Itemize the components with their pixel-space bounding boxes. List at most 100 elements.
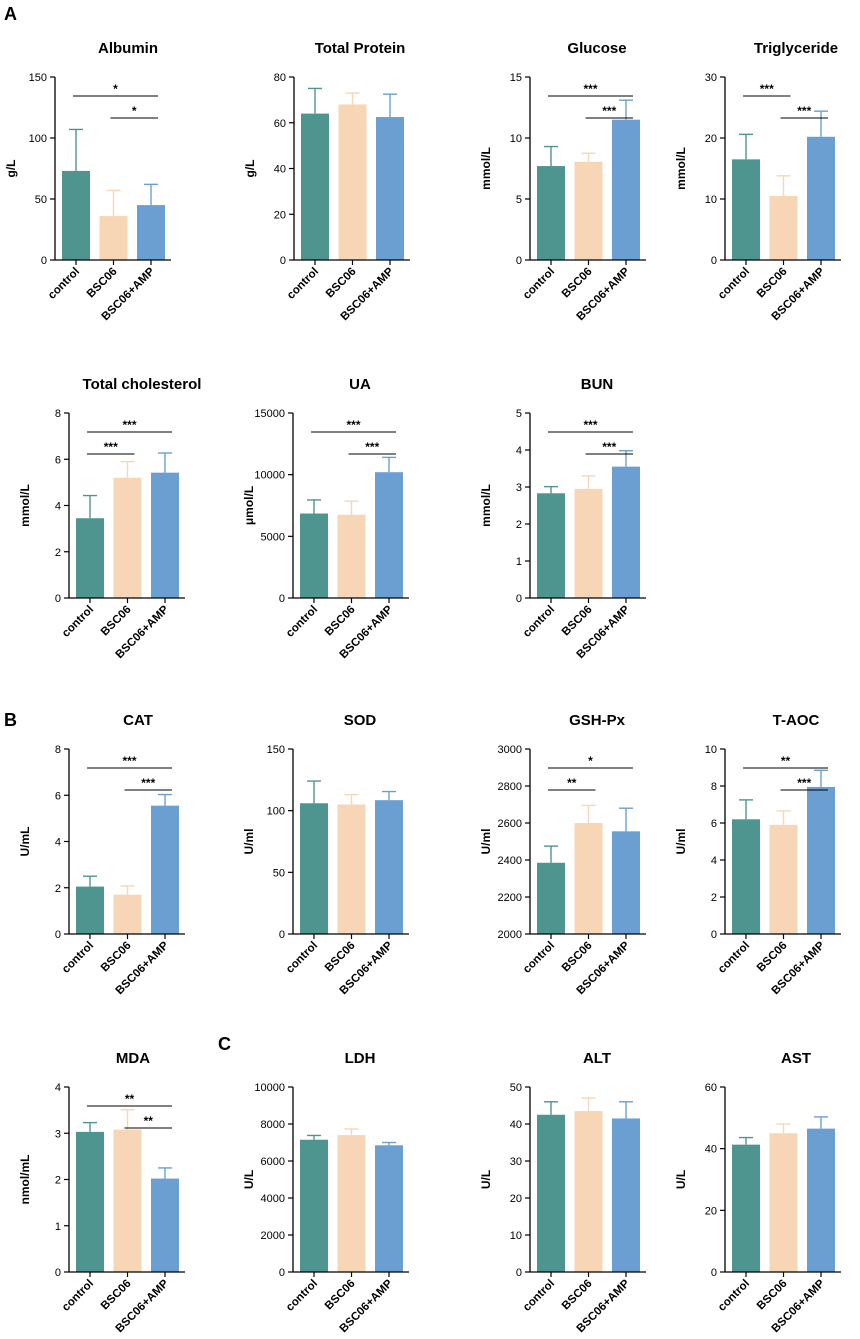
y-tick-label: 50 [273, 867, 285, 879]
bar-bsc06 [574, 488, 603, 598]
y-tick-label: 0 [279, 929, 285, 941]
significance-label: *** [122, 754, 136, 768]
x-tick-label: control [716, 1278, 752, 1314]
y-axis-label: U/ml [479, 828, 493, 854]
x-tick-label: control [284, 1278, 320, 1314]
y-tick-label: 3 [516, 482, 522, 494]
chart-title: CAT [123, 712, 153, 729]
y-tick-label: 2 [711, 892, 717, 904]
y-tick-label: 2600 [498, 818, 522, 830]
y-tick-label: 0 [711, 255, 717, 267]
bar-bsc06+amp [807, 1128, 835, 1272]
y-tick-label: 2 [55, 1175, 61, 1187]
x-tick-label: control [716, 266, 752, 302]
x-tick-label: control [60, 1278, 96, 1314]
x-tick-label: BSC06 [323, 604, 358, 639]
chart-title: LDH [345, 1050, 376, 1067]
y-axis-label: U/L [242, 1170, 256, 1189]
y-tick-label: 0 [280, 255, 286, 267]
bar-bsc06+amp [807, 136, 835, 260]
y-tick-label: 0 [516, 255, 522, 267]
significance-label: *** [797, 104, 811, 118]
significance-label: * [588, 754, 593, 768]
y-tick-label: 4 [516, 445, 522, 457]
x-tick-label: control [46, 266, 82, 302]
chart-title: MDA [116, 1050, 150, 1067]
bar-control [537, 493, 565, 598]
bar-control [301, 113, 329, 260]
y-tick-label: 10000 [254, 1082, 285, 1094]
y-tick-label: 0 [516, 593, 522, 605]
y-tick-label: 4 [55, 1082, 61, 1094]
bar-control [62, 170, 90, 260]
significance-label: *** [797, 776, 811, 790]
significance-label: *** [583, 82, 597, 96]
bar-bsc06 [574, 823, 603, 934]
bar-control [537, 166, 565, 260]
y-tick-label: 0 [279, 1267, 285, 1279]
y-tick-label: 4 [55, 837, 61, 849]
y-tick-label: 10 [510, 1230, 522, 1242]
bar-bsc06 [769, 195, 798, 260]
bar-bsc06 [113, 1129, 142, 1272]
y-axis-label: mmol/L [479, 147, 493, 190]
y-tick-label: 0 [711, 1267, 717, 1279]
chart-ldh: LDH U/L 0 2000 4000 6000 8000 10000 control BSC06… [242, 1050, 409, 1335]
significance-label: ** [567, 776, 577, 790]
chart-title: Total cholesterol [83, 376, 202, 393]
chart-title: Albumin [98, 40, 158, 57]
bar-bsc06+amp [375, 1145, 403, 1272]
significance-label: * [132, 104, 137, 118]
y-tick-label: 0 [41, 255, 47, 267]
significance-label: *** [346, 418, 360, 432]
y-tick-label: 30 [705, 72, 717, 84]
y-tick-label: 20 [705, 1205, 717, 1217]
bar-control [300, 803, 328, 934]
x-tick-label: control [521, 604, 557, 640]
significance-label: *** [104, 440, 118, 454]
bar-control [300, 513, 328, 598]
y-axis-label: U/ml [674, 828, 688, 854]
bar-control [76, 1131, 104, 1272]
y-axis-label: g/L [4, 160, 18, 178]
x-tick-label: BSC06 [560, 1278, 595, 1313]
chart-title: T-AOC [773, 712, 820, 729]
y-tick-label: 100 [29, 133, 47, 145]
bar-bsc06+amp [376, 117, 404, 260]
bar-bsc06+amp [151, 1178, 179, 1272]
x-tick-label: control [521, 940, 557, 976]
y-tick-label: 150 [267, 744, 285, 756]
y-tick-label: 15000 [254, 408, 285, 420]
chart-title: Triglyceride [754, 40, 838, 57]
y-tick-label: 2000 [498, 929, 522, 941]
bar-bsc06+amp [151, 805, 179, 934]
x-tick-label: BSC06 [324, 266, 359, 301]
bar-bsc06+amp [375, 800, 403, 934]
significance-label: *** [583, 418, 597, 432]
y-axis-label: U/mL [18, 827, 32, 857]
x-tick-label: control [521, 266, 557, 302]
y-tick-label: 20 [274, 209, 286, 221]
y-tick-label: 6 [55, 454, 61, 466]
y-tick-label: 60 [274, 118, 286, 130]
bar-bsc06 [574, 1111, 603, 1272]
y-tick-label: 2 [516, 519, 522, 531]
bar-bsc06+amp [612, 831, 640, 934]
bar-control [300, 1139, 328, 1272]
y-tick-label: 0 [55, 593, 61, 605]
significance-label: *** [760, 82, 774, 96]
y-tick-label: 10 [705, 744, 717, 756]
y-axis-label: mmol/L [479, 484, 493, 527]
x-tick-label: BSC06 [99, 940, 134, 975]
bar-bsc06+amp [612, 466, 640, 598]
bar-bsc06 [337, 514, 366, 598]
x-tick-label: BSC06 [560, 940, 595, 975]
bar-bsc06+amp [151, 472, 179, 598]
y-tick-label: 3 [55, 1128, 61, 1140]
y-tick-label: 2 [55, 883, 61, 895]
